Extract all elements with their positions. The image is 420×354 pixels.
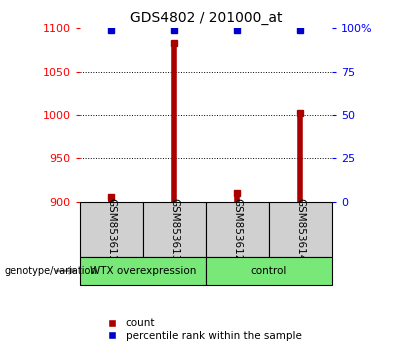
Bar [206, 257, 332, 285]
Text: control: control [251, 266, 287, 276]
Bar [80, 202, 143, 257]
Title: GDS4802 / 201000_at: GDS4802 / 201000_at [129, 11, 282, 24]
Legend: count, percentile rank within the sample: count, percentile rank within the sample [97, 314, 306, 345]
Text: GSM853614: GSM853614 [295, 198, 305, 261]
Bar [269, 202, 332, 257]
Text: GSM853611: GSM853611 [106, 198, 116, 261]
Bar [80, 257, 206, 285]
Text: genotype/variation: genotype/variation [4, 266, 97, 276]
Bar [206, 202, 269, 257]
Text: GSM853612: GSM853612 [232, 198, 242, 261]
Bar [143, 202, 206, 257]
Text: GSM853613: GSM853613 [169, 198, 179, 261]
Text: WTX overexpression: WTX overexpression [89, 266, 196, 276]
